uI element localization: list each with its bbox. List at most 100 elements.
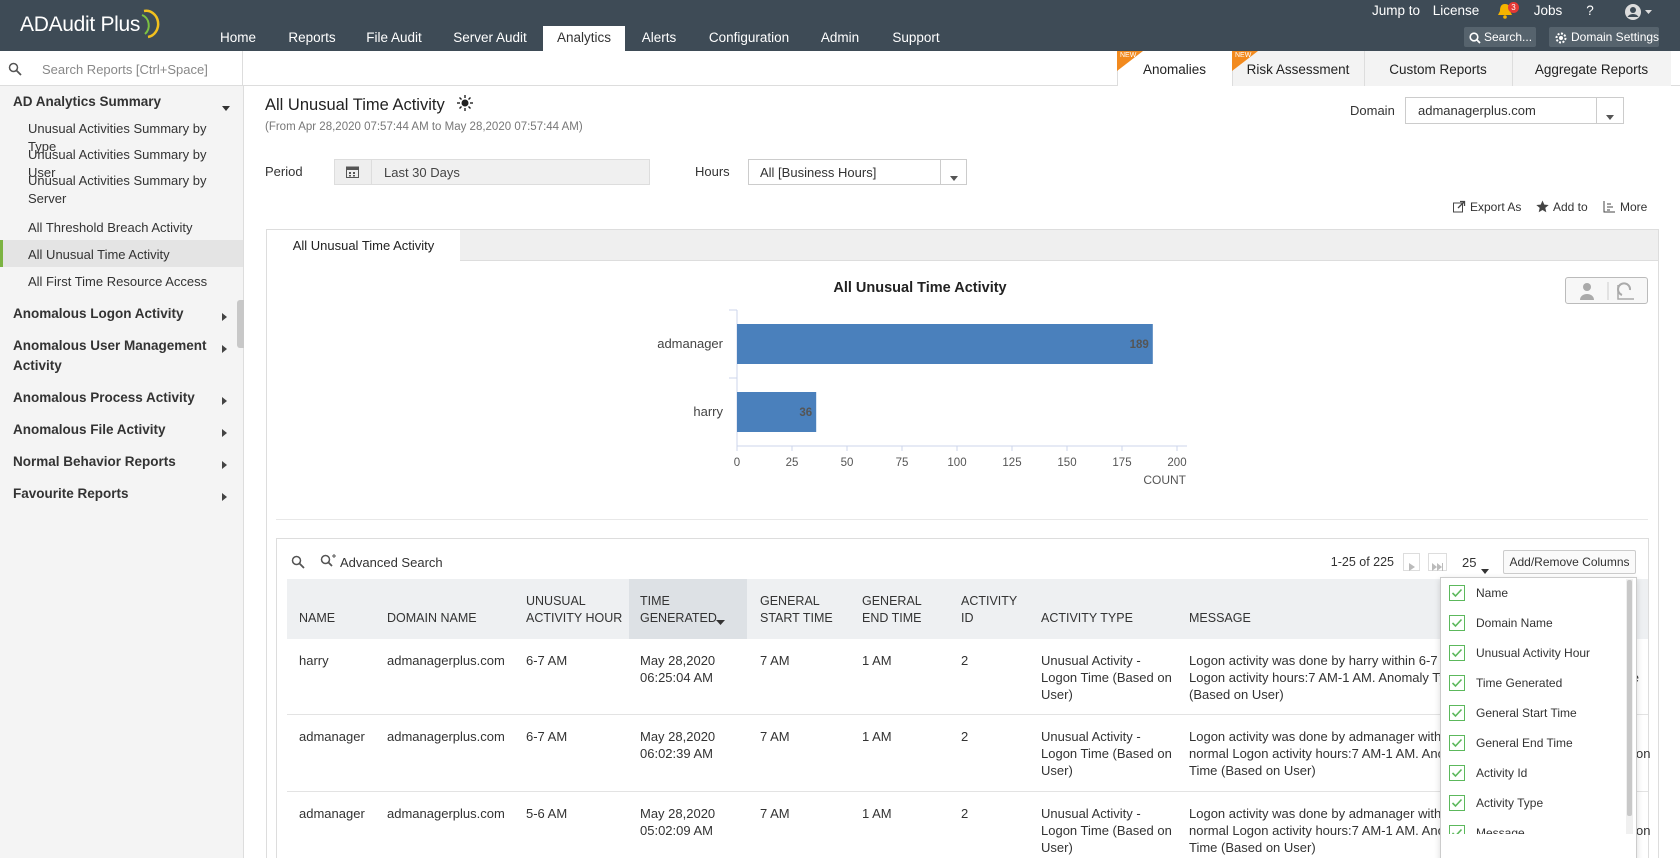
column-option[interactable]: Message — [1476, 826, 1525, 834]
icon-part — [1618, 285, 1634, 299]
icon-part — [346, 165, 359, 178]
icon-part — [1603, 200, 1616, 213]
icon-part — [222, 460, 228, 470]
column-option[interactable]: Activity Type — [1476, 796, 1543, 810]
column-option[interactable]: Activity Id — [1476, 766, 1527, 780]
column-option[interactable]: General End Time — [1476, 736, 1573, 750]
sidebar-item[interactable]: All Unusual Time Activity — [28, 246, 228, 264]
icon-part — [332, 554, 336, 558]
panel-tab-label: All Unusual Time Activity — [267, 238, 460, 253]
column-option[interactable]: Time Generated — [1476, 676, 1562, 690]
column-header[interactable]: DOMAIN NAME — [387, 579, 517, 639]
domain-settings-label: Domain Settings — [1571, 30, 1659, 44]
icon-part — [1607, 204, 1613, 210]
action-link[interactable]: Add to — [1553, 200, 1588, 214]
icon-part — [1645, 10, 1652, 14]
sidebar-group[interactable]: Anomalous Process Activity — [13, 388, 218, 408]
icon-part — [1450, 676, 1465, 691]
column-header[interactable]: ACTIVITY TYPE — [1041, 579, 1171, 639]
advanced-search[interactable]: Advanced Search — [340, 555, 443, 570]
caret — [221, 99, 231, 105]
icon-part — [1409, 563, 1415, 571]
sidebar-group[interactable]: Normal Behavior Reports — [13, 452, 218, 472]
icon-part — [1449, 825, 1465, 834]
table-cell: admanagerplus.com — [387, 805, 517, 822]
sidebar-group[interactable]: AD Analytics Summary — [13, 92, 218, 112]
icon-part — [460, 107, 462, 109]
action-link[interactable]: More — [1620, 200, 1647, 214]
header-link[interactable]: License — [1416, 3, 1496, 18]
logo: ADAudit Plus — [20, 13, 140, 37]
sidebar-item[interactable]: Unusual Activities Summary by Server — [28, 172, 228, 208]
icon-part — [1450, 616, 1465, 631]
sidebar-group[interactable]: Anomalous File Activity — [13, 420, 218, 440]
action-icon — [1536, 200, 1549, 213]
caret — [222, 457, 228, 467]
sidebar-group[interactable]: Anomalous User Management Activity — [13, 336, 218, 376]
table-cell: 7 AM — [760, 805, 850, 822]
icon-part — [1449, 795, 1465, 811]
table-cell: 7 AM — [760, 728, 850, 745]
domain-value: admanagerplus.com — [1418, 103, 1536, 118]
column-header-label: ACTIVITY ID — [961, 593, 1031, 627]
icon-part — [222, 429, 227, 437]
table-cell: admanager — [299, 805, 379, 822]
icon-part — [1503, 15, 1507, 19]
column-option[interactable]: Domain Name — [1476, 616, 1553, 630]
caret — [949, 169, 959, 175]
table-cell: harry — [299, 652, 379, 669]
column-option[interactable]: Name — [1476, 586, 1508, 600]
table-cell: admanagerplus.com — [387, 728, 517, 745]
header-link[interactable]: ? — [1550, 3, 1630, 18]
icon-part — [716, 620, 725, 626]
icon-part — [1536, 201, 1548, 213]
sidebar-item[interactable]: All Threshold Breach Activity — [28, 219, 228, 237]
checkbox — [1449, 585, 1465, 601]
column-header[interactable]: NAME — [299, 579, 379, 639]
caret — [222, 341, 228, 351]
icon-part — [222, 396, 228, 406]
column-header[interactable]: GENERAL END TIME — [862, 579, 947, 639]
nav-tab[interactable]: Support — [856, 30, 976, 45]
column-header-label: GENERAL START TIME — [760, 593, 850, 627]
icon-part — [222, 492, 228, 502]
sidebar-group[interactable]: Anomalous Logon Activity — [13, 304, 218, 324]
table-cell: 5-6 AM — [526, 805, 626, 822]
column-header[interactable]: ACTIVITY ID — [961, 579, 1031, 639]
table-cell: 1 AM — [862, 728, 947, 745]
icon-part — [1409, 563, 1415, 571]
column-header-label: MESSAGE — [1189, 610, 1251, 627]
column-option[interactable]: Unusual Activity Hour — [1476, 646, 1590, 660]
table-cell: 7 AM — [760, 652, 850, 669]
icon-part — [222, 397, 227, 405]
icon-part — [950, 176, 958, 181]
icon-part — [1578, 281, 1638, 301]
column-header[interactable]: TIME GENERATED — [640, 579, 720, 639]
domain-label: Domain — [1350, 103, 1395, 118]
caret — [222, 425, 228, 435]
icon-part — [353, 175, 355, 177]
page-size[interactable]: 25 — [1462, 555, 1476, 570]
action-link[interactable]: Export As — [1470, 200, 1521, 214]
sidebar-item[interactable]: All First Time Resource Access — [28, 273, 228, 291]
columns-button-label: Add/Remove Columns — [1503, 555, 1636, 569]
icon-part — [1449, 585, 1465, 601]
column-header[interactable]: GENERAL START TIME — [760, 579, 850, 639]
scroll-thumb — [1627, 580, 1632, 816]
icon-part — [222, 344, 228, 354]
icon-part — [1449, 765, 1465, 781]
icon-part — [140, 7, 162, 41]
column-option[interactable]: General Start Time — [1476, 706, 1577, 720]
icon-part — [222, 345, 227, 353]
icon-part — [1450, 826, 1465, 835]
table-cell: admanager — [299, 728, 379, 745]
sidebar-group[interactable]: Favourite Reports — [13, 484, 218, 504]
column-header[interactable]: UNUSUAL ACTIVITY HOUR — [526, 579, 626, 639]
icon-part — [349, 172, 351, 174]
chart-tool-icon — [1578, 281, 1638, 301]
checkbox — [1449, 675, 1465, 691]
icon-part — [949, 176, 959, 182]
icon-part — [1442, 563, 1443, 571]
user-icon — [1624, 3, 1654, 21]
